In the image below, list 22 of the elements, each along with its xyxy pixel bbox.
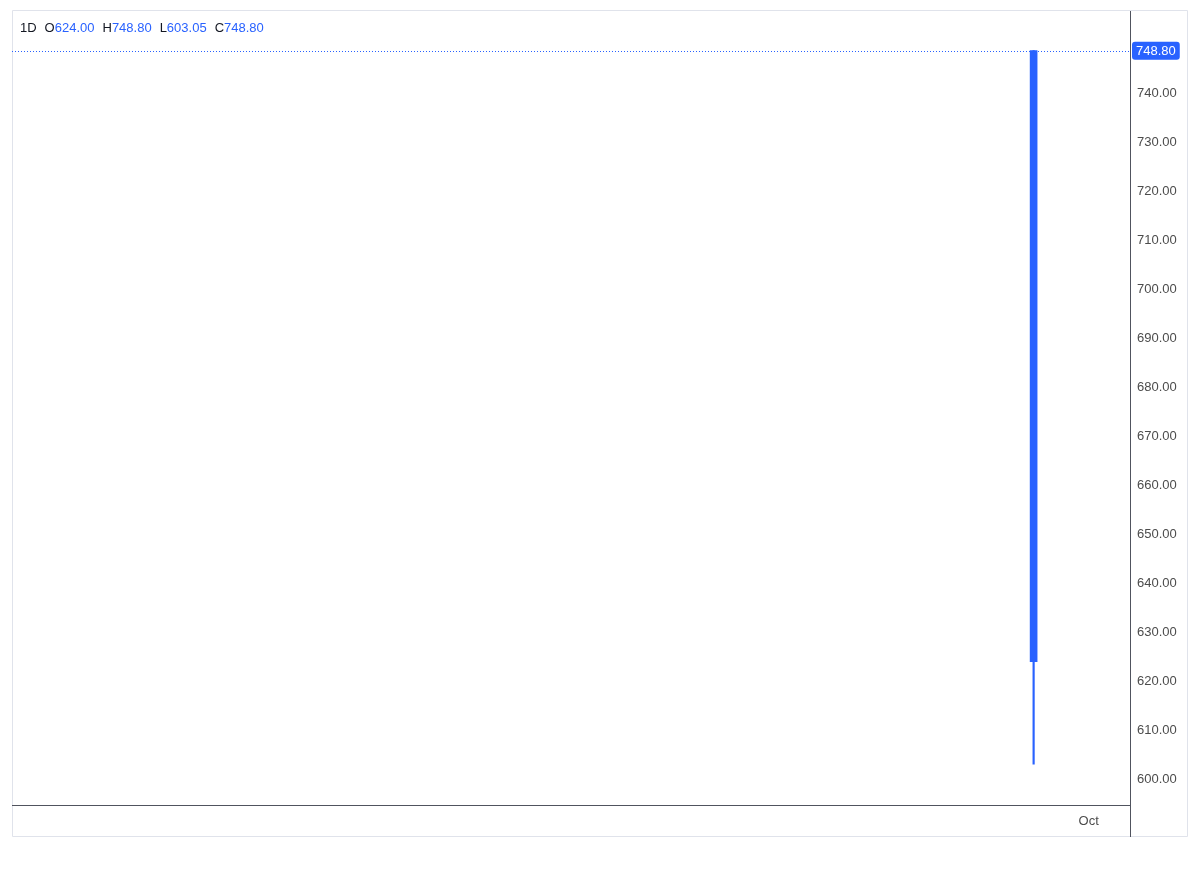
ref-line-label: 748.80 (1136, 42, 1176, 58)
annotation: H748.80 (102, 19, 152, 35)
y-tick-label: 700.00 (1137, 281, 1177, 297)
annotation: L603.05 (159, 19, 207, 35)
y-tick-label: 670.00 (1137, 427, 1177, 443)
y-tick-label: 630.00 (1137, 623, 1177, 639)
y-tick-label: 600.00 (1137, 770, 1177, 786)
y-tick-label: 740.00 (1137, 85, 1177, 101)
annotation: O624.00 (44, 19, 95, 35)
y-tick-label: 610.00 (1137, 721, 1177, 737)
annotation: C748.80 (214, 19, 264, 35)
y-tick-label: 620.00 (1137, 672, 1177, 688)
y-tick-label: 730.00 (1137, 134, 1177, 150)
y-tick-label: 680.00 (1137, 379, 1177, 395)
y-tick-label: 640.00 (1137, 574, 1177, 590)
y-tick-label: 710.00 (1137, 232, 1177, 248)
y-tick-label: 690.00 (1137, 330, 1177, 346)
y-tick-label: 660.00 (1137, 476, 1177, 492)
y-tick-label: 720.00 (1137, 183, 1177, 199)
y-tick-label: 650.00 (1137, 525, 1177, 541)
x-tick-label: Oct (1078, 813, 1100, 829)
text: 1D (20, 19, 37, 35)
